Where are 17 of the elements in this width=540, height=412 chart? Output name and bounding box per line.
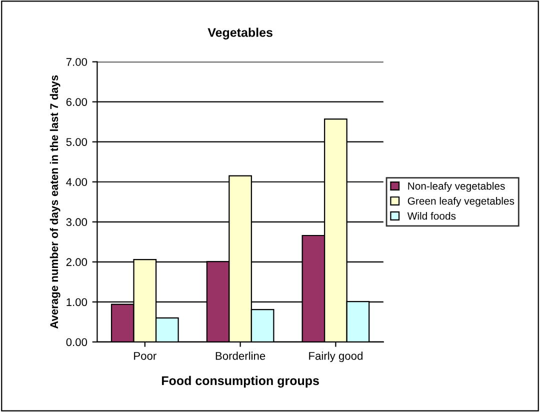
y-tick-label: 4.00 — [66, 178, 88, 186]
y-tick-label: 1.00 — [66, 298, 88, 306]
y-tick-label: 7.00 — [66, 58, 88, 66]
y-axis-title: Average number of days eaten in the last 7 days — [50, 75, 60, 329]
legend-label: Green leafy vegetables — [408, 197, 514, 207]
y-tick-label: 3.00 — [66, 218, 88, 226]
x-tick-label: Poor — [134, 352, 156, 360]
chart-title: Vegetables — [208, 28, 272, 40]
legend-label: Non-leafy vegetables — [408, 182, 505, 192]
y-tick-label: 0.00 — [66, 338, 88, 346]
y-tick-label: 6.00 — [66, 98, 88, 106]
y-tick-label: 5.00 — [66, 138, 88, 146]
legend-label: Wild foods — [407, 212, 456, 220]
x-tick-label: Fairly good — [309, 352, 362, 362]
x-axis-title: Food consumption groups — [162, 376, 319, 388]
x-tick-label: Borderline — [216, 352, 266, 360]
y-tick-label: 2.00 — [66, 258, 88, 266]
